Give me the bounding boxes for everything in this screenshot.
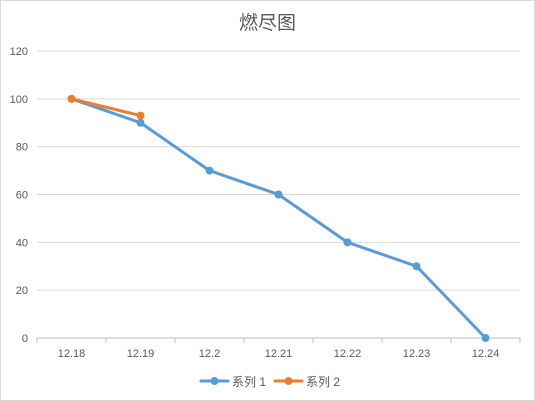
legend-label: 系列 2 <box>306 375 340 389</box>
series-2-point <box>67 94 76 103</box>
series-1-point <box>343 238 352 247</box>
x-tick-label: 12.2 <box>199 348 220 360</box>
x-tick-label: 12.21 <box>265 348 293 360</box>
y-tick-label: 80 <box>16 142 28 154</box>
series-1-point <box>205 166 214 175</box>
y-tick-label: 0 <box>22 333 28 345</box>
series-2-line <box>70 97 142 118</box>
x-tick-label: 12.18 <box>58 348 86 360</box>
series-1-line <box>70 97 487 340</box>
x-tick-label: 12.24 <box>472 348 500 360</box>
y-tick-label: 60 <box>16 190 28 202</box>
series-1-point <box>136 118 145 127</box>
series-2-point <box>136 111 145 120</box>
x-tick-label: 12.19 <box>127 348 155 360</box>
chart-title: 燃尽图 <box>238 12 296 34</box>
y-tick-label: 40 <box>16 237 28 249</box>
legend-swatch-marker <box>284 377 293 385</box>
series-1-point <box>481 334 490 342</box>
y-tick-label: 100 <box>10 94 28 106</box>
legend-label: 系列 1 <box>232 375 266 389</box>
y-tick-label: 20 <box>16 285 28 297</box>
series-1-point <box>412 262 421 271</box>
legend-swatch-marker <box>210 377 219 385</box>
x-tick-label: 12.23 <box>403 348 431 360</box>
y-tick-label: 120 <box>10 46 28 58</box>
x-tick-label: 12.22 <box>334 348 362 360</box>
series-1-point <box>274 190 283 199</box>
